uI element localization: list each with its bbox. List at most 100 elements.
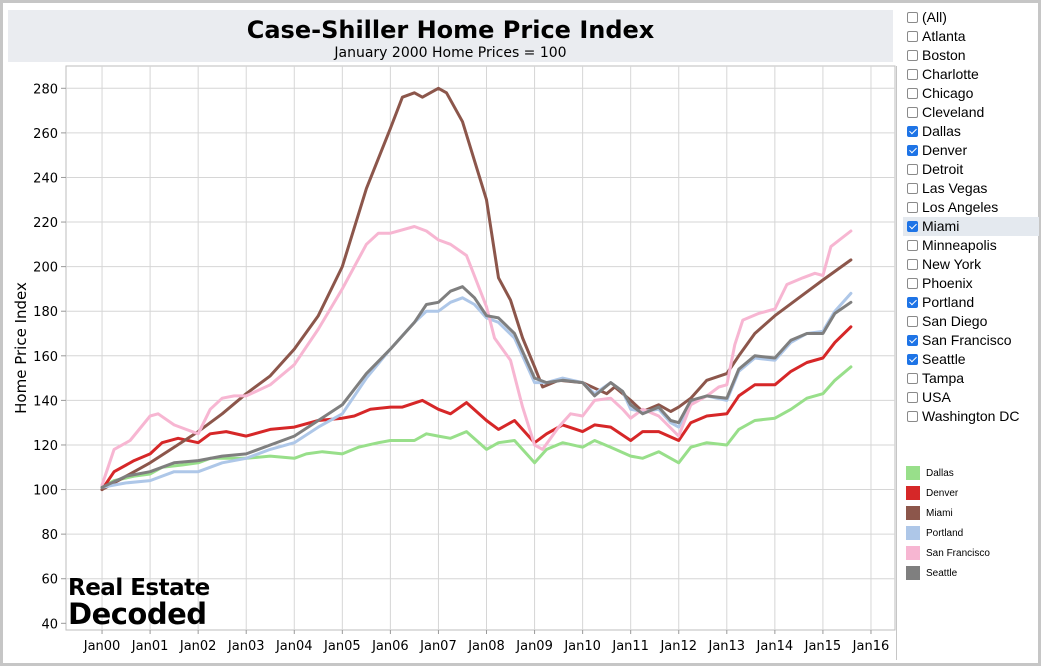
filter-item-san-diego[interactable]: San Diego: [903, 312, 1039, 331]
filter-item-label: USA: [922, 389, 951, 405]
filter-item-minneapolis[interactable]: Minneapolis: [903, 236, 1039, 255]
legend-swatch: [906, 486, 920, 500]
x-tick-label: Jan08: [467, 639, 505, 654]
legend-item: Miami: [906, 503, 953, 523]
checkbox[interactable]: [907, 316, 918, 327]
filter-item-label: Denver: [922, 142, 968, 158]
filter-item-label: Miami: [922, 218, 960, 234]
filter-item-washington-dc[interactable]: Washington DC: [903, 407, 1039, 426]
series-line-san-francisco: [100, 225, 853, 487]
legend-item: Dallas: [906, 463, 954, 483]
filter-item-denver[interactable]: Denver: [903, 141, 1039, 160]
filter-item-label: Tampa: [922, 370, 965, 386]
filter-item-portland[interactable]: Portland: [903, 293, 1039, 312]
filter-item-miami[interactable]: Miami: [903, 217, 1039, 236]
y-tick-label: 60: [41, 573, 58, 588]
x-tick-label: Jan09: [515, 639, 553, 654]
filter-item-dallas[interactable]: Dallas: [903, 122, 1039, 141]
legend-swatch: [906, 506, 920, 520]
checkbox[interactable]: [907, 69, 918, 80]
legend-label: Portland: [926, 527, 964, 539]
filter-item-label: Atlanta: [922, 28, 966, 44]
checkbox[interactable]: [907, 107, 918, 118]
filter-item-new-york[interactable]: New York: [903, 255, 1039, 274]
y-tick-label: 280: [33, 82, 58, 97]
legend-label: Miami: [926, 507, 953, 519]
checkbox[interactable]: [907, 126, 918, 137]
legend-label: Dallas: [926, 467, 954, 479]
filter-item-label: Minneapolis: [922, 237, 997, 253]
filter-item-label: New York: [922, 256, 982, 272]
filter-item-usa[interactable]: USA: [903, 388, 1039, 407]
y-tick-label: 180: [33, 305, 58, 320]
y-tick-label: 80: [41, 528, 58, 543]
filter-item-charlotte[interactable]: Charlotte: [903, 65, 1039, 84]
x-tick-label: Jan16: [852, 639, 890, 654]
checkbox[interactable]: [907, 202, 918, 213]
y-tick-label: 220: [33, 216, 58, 231]
checkbox[interactable]: [907, 164, 918, 175]
filter-item-detroit[interactable]: Detroit: [903, 160, 1039, 179]
x-tick-label: Jan05: [323, 639, 361, 654]
filter-item-label: Charlotte: [922, 66, 979, 82]
filter-item-atlanta[interactable]: Atlanta: [903, 27, 1039, 46]
y-tick-label: 140: [33, 394, 58, 409]
filter-item-all[interactable]: (All): [903, 8, 1039, 27]
legend-swatch: [906, 546, 920, 560]
checkbox[interactable]: [907, 392, 918, 403]
filter-item-boston[interactable]: Boston: [903, 46, 1039, 65]
checkbox[interactable]: [907, 240, 918, 251]
series-line-miami: [100, 86, 853, 492]
x-tick-label: Jan06: [371, 639, 409, 654]
filter-item-label: San Francisco: [922, 332, 1012, 348]
legend-label: Seattle: [926, 567, 958, 579]
y-tick-label: 260: [33, 127, 58, 142]
checkbox[interactable]: [907, 259, 918, 270]
checkbox[interactable]: [907, 31, 918, 42]
checkbox[interactable]: [907, 12, 918, 23]
y-tick-label: 40: [41, 617, 58, 632]
filter-item-san-francisco[interactable]: San Francisco: [903, 331, 1039, 350]
checkbox[interactable]: [907, 335, 918, 346]
filter-item-label: Las Vegas: [922, 180, 988, 196]
checkbox[interactable]: [907, 221, 918, 232]
line-chart: 40 60 80 100 120 140 160 180 200 220 240 260 280 Jan0…: [12, 65, 896, 654]
x-tick-label: Jan02: [179, 639, 217, 654]
filter-item-label: Phoenix: [922, 275, 973, 291]
filter-item-cleveland[interactable]: Cleveland: [903, 103, 1039, 122]
x-tick-label: Jan14: [756, 639, 794, 654]
filter-item-seattle[interactable]: Seattle: [903, 350, 1039, 369]
filter-item-los-angeles[interactable]: Los Angeles: [903, 198, 1039, 217]
filter-item-phoenix[interactable]: Phoenix: [903, 274, 1039, 293]
sidebar-divider: [896, 66, 897, 660]
checkbox[interactable]: [907, 297, 918, 308]
filter-item-label: (All): [922, 9, 947, 25]
legend-item: Seattle: [906, 563, 957, 583]
x-tick-label: Jan10: [563, 639, 601, 654]
legend-label: Denver: [926, 487, 959, 499]
checkbox[interactable]: [907, 278, 918, 289]
legend-item: San Francisco: [906, 543, 990, 563]
y-tick-label: 120: [33, 439, 58, 454]
checkbox[interactable]: [907, 50, 918, 61]
logo-line-2: Decoded: [68, 597, 207, 631]
checkbox[interactable]: [907, 183, 918, 194]
filter-item-label: Seattle: [922, 351, 966, 367]
chart-header: Case-Shiller Home Price Index January 20…: [8, 10, 893, 62]
x-tick-label: Jan04: [275, 639, 313, 654]
filter-item-label: Chicago: [922, 85, 974, 101]
filter-item-label: Washington DC: [922, 408, 1020, 424]
legend-swatch: [906, 466, 920, 480]
y-tick-label: 100: [33, 484, 58, 499]
logo-line-1: Real Estate: [68, 575, 210, 601]
checkbox[interactable]: [907, 145, 918, 156]
filter-item-chicago[interactable]: Chicago: [903, 84, 1039, 103]
checkbox[interactable]: [907, 88, 918, 99]
x-tick-label: Jan00: [83, 639, 121, 654]
legend-swatch: [906, 526, 920, 540]
checkbox[interactable]: [907, 373, 918, 384]
filter-item-las-vegas[interactable]: Las Vegas: [903, 179, 1039, 198]
filter-item-tampa[interactable]: Tampa: [903, 369, 1039, 388]
checkbox[interactable]: [907, 411, 918, 422]
checkbox[interactable]: [907, 354, 918, 365]
